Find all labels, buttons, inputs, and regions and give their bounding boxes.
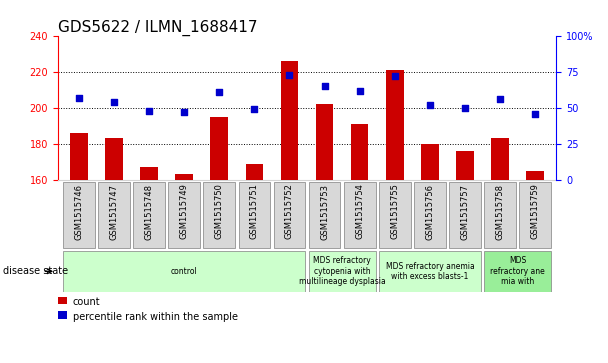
Point [425, 102, 435, 108]
Text: GSM1515750: GSM1515750 [215, 184, 224, 239]
Bar [63, 251, 305, 292]
Text: GSM1515757: GSM1515757 [460, 184, 469, 240]
Text: GSM1515756: GSM1515756 [426, 184, 435, 240]
Point [496, 97, 505, 102]
Text: percentile rank within the sample: percentile rank within the sample [73, 312, 238, 322]
Bar [168, 182, 200, 248]
Bar [204, 182, 235, 248]
Bar [519, 182, 551, 248]
Bar [491, 138, 509, 180]
Bar [485, 182, 516, 248]
Bar [140, 167, 158, 180]
Text: GSM1515755: GSM1515755 [390, 184, 399, 239]
Bar [414, 182, 446, 248]
Text: disease state: disease state [3, 266, 68, 276]
Bar [246, 164, 263, 180]
Bar [379, 251, 481, 292]
Text: GSM1515754: GSM1515754 [355, 184, 364, 239]
Bar [527, 171, 544, 180]
Point [109, 99, 119, 105]
Bar [58, 311, 67, 319]
Point [285, 72, 294, 78]
Text: count: count [73, 297, 100, 307]
Bar [309, 182, 340, 248]
Point [179, 109, 189, 115]
Bar [456, 151, 474, 180]
Text: GSM1515749: GSM1515749 [179, 184, 188, 239]
Bar [70, 133, 88, 180]
Bar [133, 182, 165, 248]
Text: MDS
refractory ane
mia with: MDS refractory ane mia with [490, 256, 545, 286]
Bar [316, 105, 333, 180]
Bar [386, 70, 404, 180]
Point [390, 74, 399, 79]
Text: control: control [171, 267, 198, 276]
Bar [58, 297, 67, 304]
Text: GDS5622 / ILMN_1688417: GDS5622 / ILMN_1688417 [58, 20, 257, 36]
Text: GSM1515747: GSM1515747 [109, 184, 119, 240]
Bar [63, 182, 95, 248]
Point [320, 83, 330, 89]
Point [355, 88, 365, 94]
Bar [344, 182, 376, 248]
Bar [485, 251, 551, 292]
Bar [175, 174, 193, 180]
Bar [379, 182, 410, 248]
Text: GSM1515759: GSM1515759 [531, 184, 540, 239]
Point [530, 111, 540, 117]
Bar [351, 124, 368, 180]
Bar [105, 138, 123, 180]
Point [74, 95, 84, 101]
Point [249, 106, 259, 112]
Text: GSM1515753: GSM1515753 [320, 184, 329, 240]
Point [144, 108, 154, 114]
Bar [238, 182, 270, 248]
Point [215, 89, 224, 95]
Text: GSM1515748: GSM1515748 [145, 184, 154, 240]
Bar [98, 182, 130, 248]
Bar [210, 117, 228, 180]
Bar [449, 182, 481, 248]
Point [460, 105, 470, 111]
Bar [274, 182, 305, 248]
Text: MDS refractory anemia
with excess blasts-1: MDS refractory anemia with excess blasts… [385, 262, 474, 281]
Text: GSM1515746: GSM1515746 [74, 184, 83, 240]
Bar [309, 251, 376, 292]
Bar [281, 61, 299, 180]
Text: GSM1515758: GSM1515758 [496, 184, 505, 240]
Bar [421, 144, 439, 180]
Text: GSM1515751: GSM1515751 [250, 184, 259, 239]
Text: GSM1515752: GSM1515752 [285, 184, 294, 239]
Text: MDS refractory
cytopenia with
multilineage dysplasia: MDS refractory cytopenia with multilinea… [299, 256, 385, 286]
